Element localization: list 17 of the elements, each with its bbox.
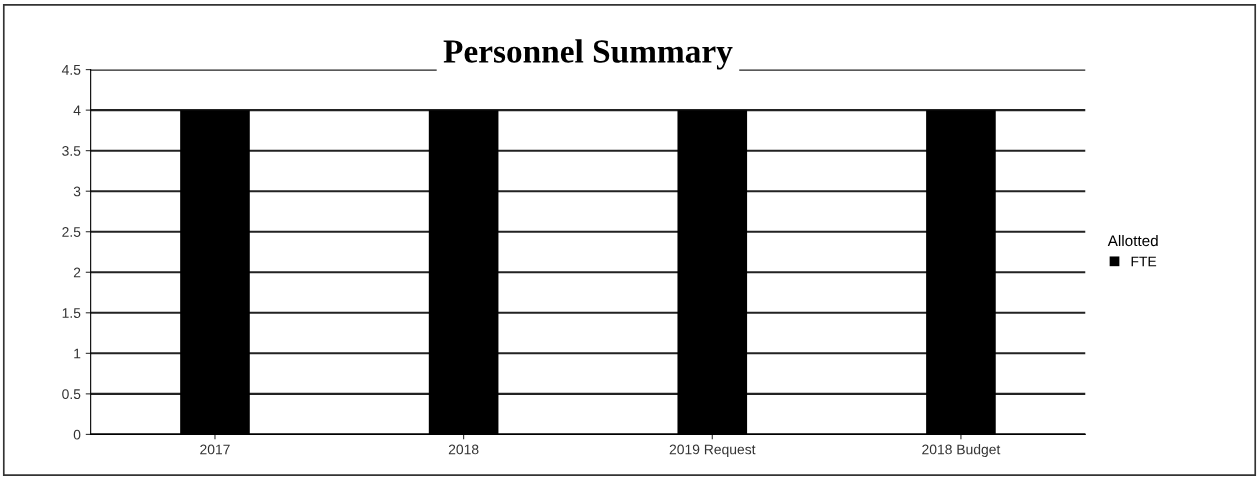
- legend-label: FTE: [1131, 256, 1157, 267]
- chart-title: Personnel Summary: [443, 39, 733, 70]
- x-tick-label: 2018 Budget: [922, 444, 1001, 458]
- y-tick-label: 3: [73, 186, 81, 197]
- y-tick-label: 0: [73, 429, 81, 440]
- legend-title: Allotted: [1107, 234, 1158, 247]
- x-tick-label: 2017: [200, 444, 230, 455]
- x-tick-label: 2019 Request: [669, 444, 756, 458]
- x-tick-label: 2018: [448, 444, 479, 455]
- y-tick-label: 2.5: [62, 227, 81, 237]
- y-tick-label: 0.5: [62, 389, 81, 400]
- y-tick-label: 1: [74, 348, 81, 359]
- y-tick-label: 2: [73, 267, 81, 278]
- y-tick-label: 3.5: [62, 146, 81, 156]
- y-tick-label: 4: [73, 105, 81, 116]
- y-tick-label: 1.5: [62, 308, 81, 318]
- y-tick-label: 4.5: [61, 65, 81, 75]
